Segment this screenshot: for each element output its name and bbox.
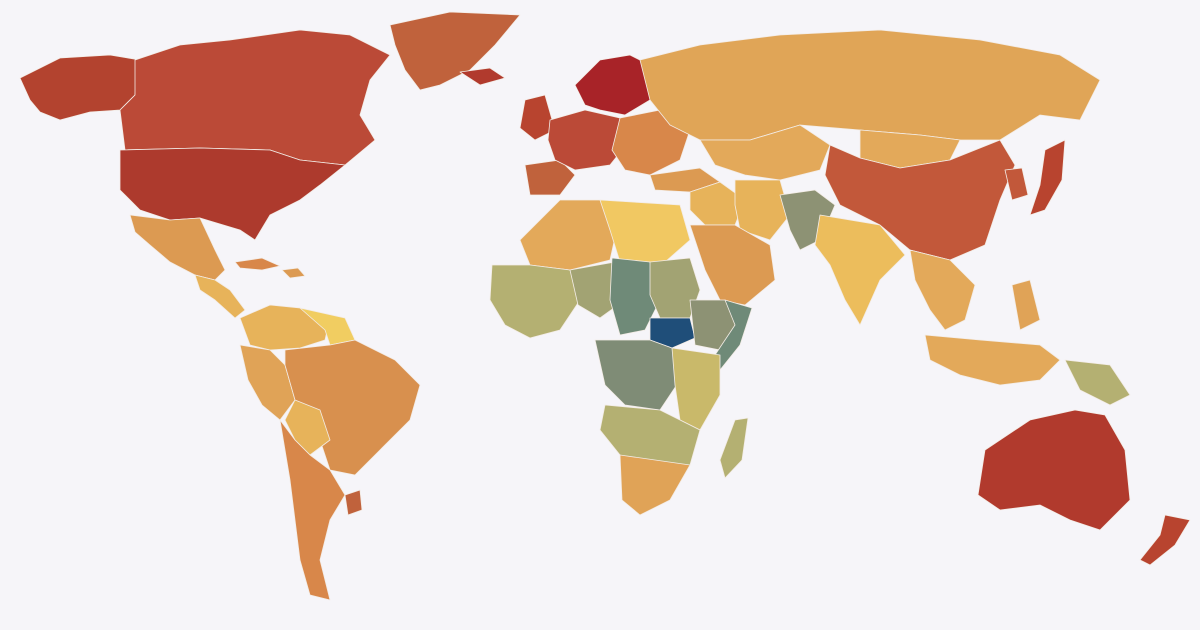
- region-uk[interactable]: [519, 94, 556, 141]
- region-korea[interactable]: [1004, 167, 1029, 201]
- region-east-africa[interactable]: [671, 347, 721, 431]
- region-canada[interactable]: [119, 29, 391, 166]
- region-egypt-libya[interactable]: [599, 199, 691, 263]
- region-south-sudan[interactable]: [649, 317, 696, 349]
- region-south-africa[interactable]: [619, 454, 691, 516]
- region-central-asia[interactable]: [699, 124, 831, 181]
- region-madagascar[interactable]: [719, 417, 749, 479]
- region-uruguay[interactable]: [344, 489, 363, 516]
- region-mexico[interactable]: [129, 214, 226, 281]
- region-greenland[interactable]: [389, 11, 521, 91]
- region-china[interactable]: [824, 139, 1016, 261]
- region-central-africa[interactable]: [594, 339, 681, 411]
- region-indonesia[interactable]: [924, 334, 1061, 386]
- region-philippines[interactable]: [1011, 279, 1041, 331]
- region-caribbean[interactable]: [281, 267, 306, 279]
- region-cuba[interactable]: [234, 257, 281, 271]
- region-new-zealand[interactable]: [1139, 514, 1191, 566]
- region-colombia-venezuela[interactable]: [239, 304, 331, 351]
- region-argentina-chile[interactable]: [279, 419, 346, 601]
- region-western-europe[interactable]: [547, 109, 631, 171]
- region-australia[interactable]: [977, 409, 1131, 531]
- region-southeast-asia[interactable]: [909, 249, 976, 331]
- region-japan[interactable]: [1029, 139, 1066, 216]
- region-usa[interactable]: [119, 147, 346, 241]
- region-papua[interactable]: [1064, 359, 1131, 406]
- region-iran[interactable]: [734, 179, 791, 241]
- region-iceland[interactable]: [459, 67, 506, 86]
- region-central-america[interactable]: [194, 274, 246, 319]
- region-arabian-peninsula[interactable]: [689, 224, 776, 306]
- region-peru-ecuador[interactable]: [239, 344, 296, 421]
- region-west-africa[interactable]: [489, 264, 581, 339]
- region-russia[interactable]: [639, 29, 1101, 141]
- region-iberia[interactable]: [524, 159, 576, 196]
- region-india[interactable]: [814, 214, 906, 326]
